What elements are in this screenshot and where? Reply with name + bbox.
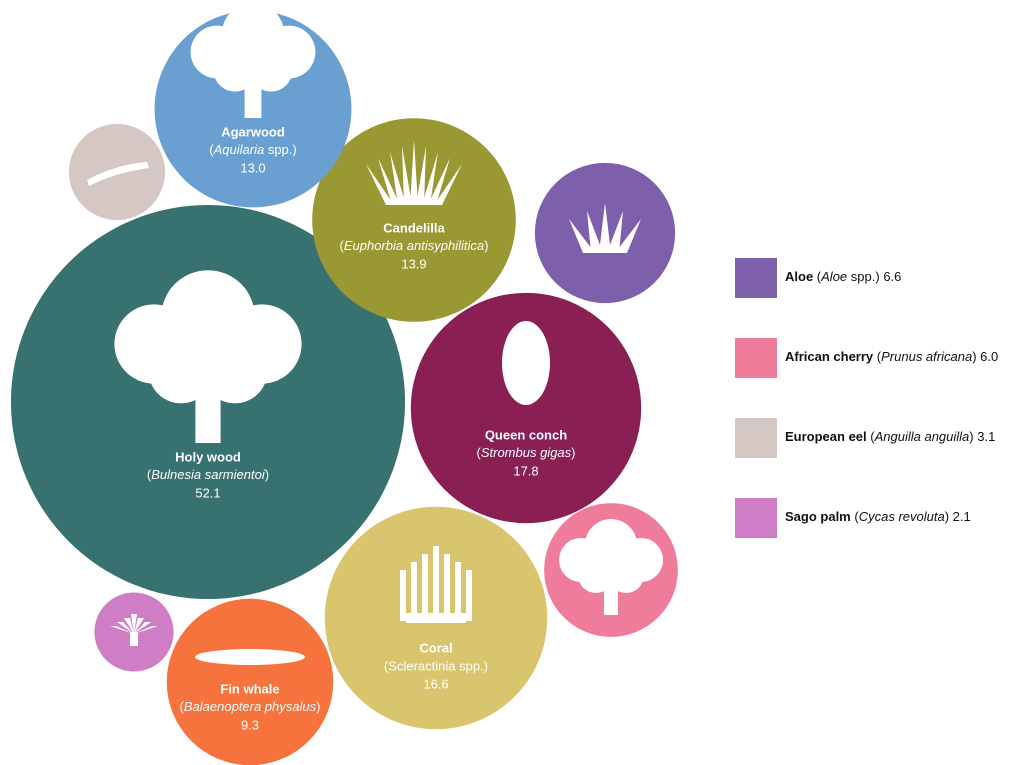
legend-value: 6.6 xyxy=(883,269,901,284)
icon-leaf xyxy=(569,219,595,253)
icon xyxy=(502,321,550,405)
icon-leaf xyxy=(249,48,293,92)
icon-frond xyxy=(134,626,158,634)
icon-frond xyxy=(131,614,137,634)
legend-swatch xyxy=(735,338,777,378)
bubble xyxy=(312,118,516,322)
icon-leaf xyxy=(615,219,641,253)
legend-label: European eel (Anguilla anguilla) 3.1 xyxy=(785,429,995,444)
legend-name: European eel xyxy=(785,429,867,444)
icon-frond xyxy=(134,618,144,634)
icon-leaf xyxy=(587,211,603,253)
icon-leaf xyxy=(202,338,268,404)
legend-name: Aloe xyxy=(785,269,813,284)
legend-label: African cherry (Prunus africana) 6.0 xyxy=(785,349,998,364)
icon-frond xyxy=(117,622,134,634)
icon xyxy=(114,270,302,443)
icon xyxy=(195,649,305,665)
bubble xyxy=(166,598,334,765)
icon-leaf xyxy=(599,203,611,253)
icon-whale xyxy=(195,649,305,665)
bubble-value: 16.6 xyxy=(423,676,448,691)
icon-branch xyxy=(433,546,439,621)
legend-swatch xyxy=(735,418,777,458)
legend-swatch xyxy=(735,258,777,298)
icon-branch xyxy=(466,570,472,621)
icon-leaf xyxy=(148,338,214,404)
icon-blade xyxy=(434,164,462,205)
icon-frond xyxy=(134,622,151,634)
icon-branch xyxy=(455,562,461,621)
icon-eel xyxy=(87,162,149,186)
bubble-name: Queen conch xyxy=(485,427,567,442)
bubble-name: Holy wood xyxy=(175,449,241,464)
icon xyxy=(400,546,472,623)
icon-trunk xyxy=(130,632,138,646)
bubble-scientific: (Strombus gigas) xyxy=(476,445,575,460)
icon-blade xyxy=(428,158,450,205)
icon-frond xyxy=(124,618,134,634)
legend-label: Aloe (Aloe spp.) 6.6 xyxy=(785,269,901,284)
bubble-name: Candelilla xyxy=(383,220,445,235)
legend-scientific: (Anguilla anguilla) xyxy=(870,429,973,444)
icon-blade xyxy=(410,140,418,205)
legend-label: Sago palm (Cycas revoluta) 2.1 xyxy=(785,509,971,524)
bubble-name: Coral xyxy=(419,640,452,655)
icon-branch xyxy=(422,554,428,621)
bubble xyxy=(410,292,642,524)
bubble-value: 9.3 xyxy=(241,717,259,732)
icon-shell xyxy=(502,321,550,405)
legend-scientific: (Aloe spp.) xyxy=(817,269,880,284)
bubble-scientific: (Balaenoptera physalus) xyxy=(180,699,321,714)
icon xyxy=(569,203,641,253)
icon xyxy=(366,140,462,205)
icon-frond xyxy=(110,626,134,634)
legend-scientific: (Prunus africana) xyxy=(877,349,977,364)
icon-branch xyxy=(400,570,406,621)
bubble-scientific: (Scleractinia spp.) xyxy=(384,658,488,673)
bubble-scientific: (Euphorbia antisyphilitica) xyxy=(340,238,489,253)
bubble-scientific: (Bulnesia sarmientoi) xyxy=(147,467,269,482)
icon xyxy=(87,162,149,186)
bubble-value: 13.0 xyxy=(240,160,265,175)
icon xyxy=(110,614,158,646)
icon-blade xyxy=(416,146,426,205)
bubble-value: 52.1 xyxy=(195,485,220,500)
legend-name: African cherry xyxy=(785,349,874,364)
icon-blade xyxy=(422,152,438,205)
bubble-name: Agarwood xyxy=(221,124,285,139)
icon-leaf xyxy=(213,48,257,92)
icon-blade xyxy=(366,164,394,205)
icon-blade xyxy=(390,152,406,205)
legend-scientific: (Cycas revoluta) xyxy=(854,509,949,524)
icon-leaf xyxy=(607,211,623,253)
bubble-value: 17.8 xyxy=(513,463,538,478)
legend-value: 3.1 xyxy=(977,429,995,444)
legend-value: 2.1 xyxy=(953,509,971,524)
icon-leaf xyxy=(608,557,644,593)
icon-blade xyxy=(402,146,412,205)
icon-branch xyxy=(444,554,450,621)
bubble-value: 13.9 xyxy=(401,256,426,271)
icon xyxy=(559,519,663,615)
icon xyxy=(190,2,316,118)
icon-base xyxy=(406,613,466,623)
icon-leaf xyxy=(578,557,614,593)
bubble-name: Fin whale xyxy=(220,681,279,696)
legend-swatch xyxy=(735,498,777,538)
legend-name: Sago palm xyxy=(785,509,851,524)
legend-value: 6.0 xyxy=(980,349,998,364)
icon-branch xyxy=(411,562,417,621)
bubble-scientific: (Aquilaria spp.) xyxy=(209,142,296,157)
icon-blade xyxy=(378,158,400,205)
